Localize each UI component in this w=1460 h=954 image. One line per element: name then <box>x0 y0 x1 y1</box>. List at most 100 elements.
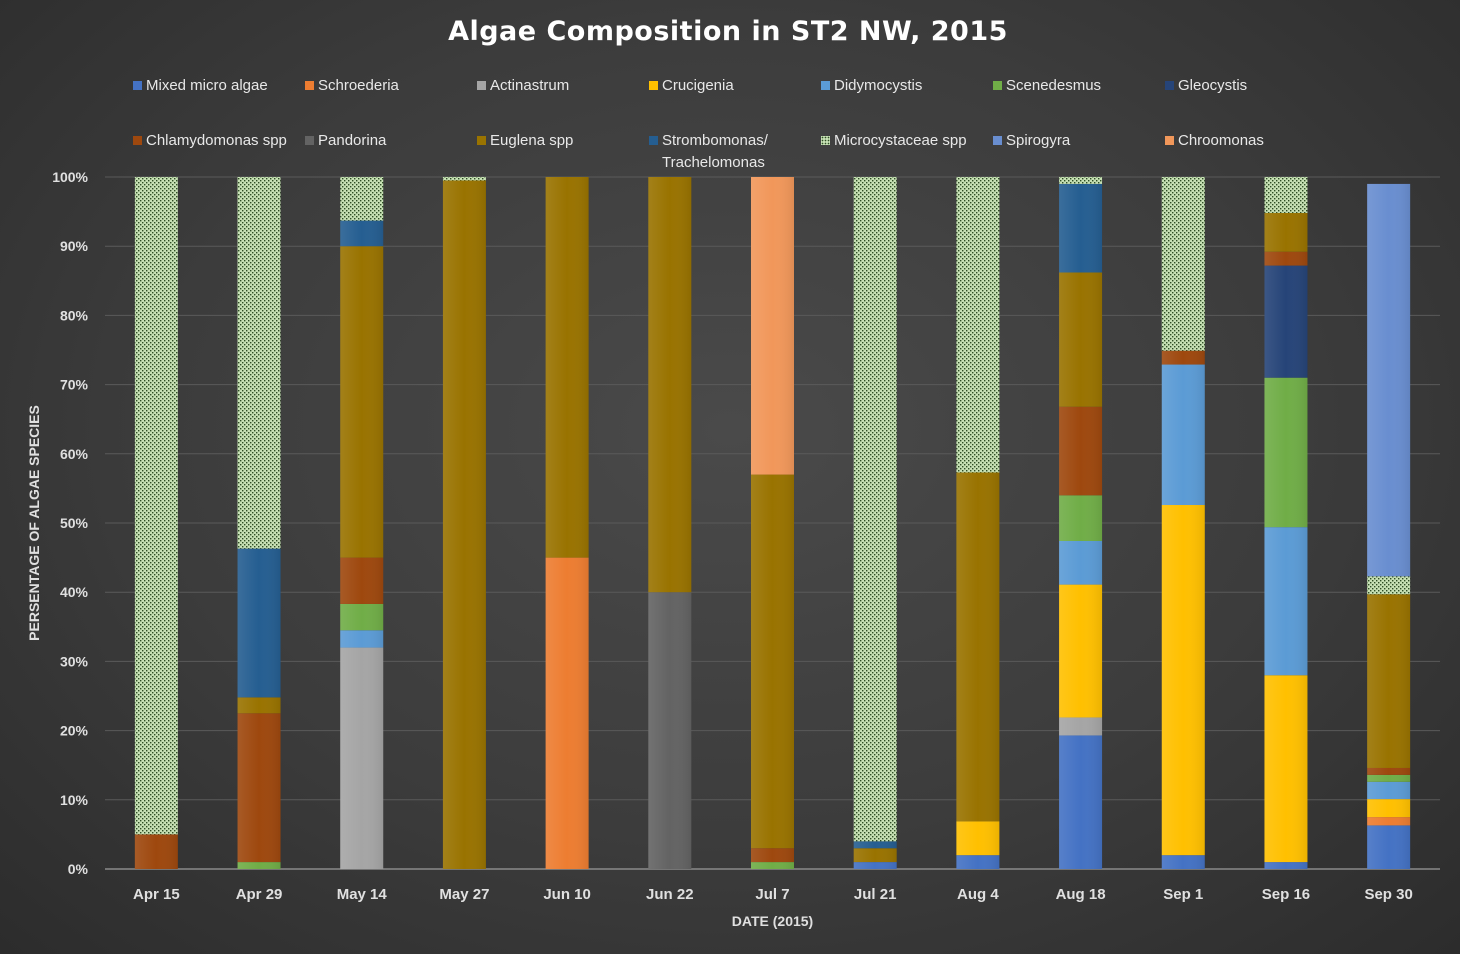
y-tick-label: 40% <box>60 584 89 600</box>
legend-label: Crucigenia <box>662 77 734 94</box>
bar-segment-shade <box>1367 781 1411 800</box>
bar-segment-shade <box>1264 527 1308 676</box>
x-tick-label: Jul 7 <box>755 886 789 903</box>
legend-label: Microcystaceae spp <box>834 132 967 149</box>
bar-segment-shade <box>1059 717 1103 736</box>
bar-segment <box>442 177 486 181</box>
y-tick-label: 80% <box>60 307 89 323</box>
x-tick-label: Jul 21 <box>854 886 897 903</box>
legend-swatch <box>477 81 486 90</box>
bar-segment-shade <box>1264 251 1308 266</box>
bar-segment <box>956 177 1000 473</box>
bar-segment-shade <box>751 474 794 849</box>
bar-segment-shade <box>340 647 384 869</box>
legend-swatch <box>1165 81 1174 90</box>
x-axis-title: DATE (2015) <box>732 913 813 929</box>
y-tick-label: 30% <box>60 653 89 669</box>
bar-segment <box>1161 177 1205 351</box>
legend-label: Euglena spp <box>490 132 574 149</box>
legend-swatch <box>649 136 658 145</box>
x-tick-label: Apr 29 <box>236 886 283 903</box>
bar-segment-shade <box>340 630 384 648</box>
bar-segment-shade <box>1264 675 1308 863</box>
bar-segment-shade <box>1059 406 1103 496</box>
y-tick-label: 60% <box>60 446 89 462</box>
bar-segment-shade <box>1059 540 1103 585</box>
bar-segment-shade <box>956 855 1000 869</box>
bar-segment-shade <box>1264 862 1308 869</box>
legend-swatch <box>133 81 142 90</box>
bar-segment-shade <box>1059 495 1103 541</box>
legend-swatch <box>305 136 314 145</box>
bar-segment-shade <box>751 177 794 475</box>
y-axis-title: PERSENTAGE OF ALGAE SPECIES <box>26 405 42 641</box>
bar-segment-shade <box>1059 735 1103 869</box>
legend-swatch <box>993 136 1002 145</box>
bar-segment-shade <box>1367 183 1411 577</box>
x-tick-label: Jun 10 <box>543 886 591 903</box>
legend-swatch <box>133 136 142 145</box>
x-tick-label: Aug 4 <box>957 886 999 903</box>
bar-segment-shade <box>340 603 384 631</box>
legend-label: Actinastrum <box>490 77 570 94</box>
y-tick-label: 10% <box>60 792 89 808</box>
bar-segment-shade <box>1367 825 1411 869</box>
legend-label: Pandorina <box>318 132 387 149</box>
bar-segment-shade <box>1059 584 1103 718</box>
bar-segment-shade <box>1367 774 1411 782</box>
bar-segment-shade <box>340 557 384 604</box>
bar-segment-shade <box>1367 594 1411 768</box>
bar-segment-shade <box>1161 350 1205 365</box>
bar-segment-shade <box>340 220 384 247</box>
bar-segment <box>1264 177 1308 213</box>
bar-segment-shade <box>1367 817 1411 826</box>
x-tick-label: Aug 18 <box>1056 886 1106 903</box>
x-tick-label: Jun 22 <box>646 886 694 903</box>
legend-label: Schroederia <box>318 77 399 94</box>
bar-segment-shade <box>1264 377 1308 528</box>
bar-segment <box>134 177 178 835</box>
bar-segment <box>1059 177 1103 184</box>
legend-swatch <box>993 81 1002 90</box>
x-tick-label: May 14 <box>337 886 388 903</box>
bar-segment-shade <box>751 848 794 863</box>
x-tick-label: Sep 30 <box>1364 886 1412 903</box>
y-tick-label: 100% <box>52 169 88 185</box>
legend-swatch <box>477 136 486 145</box>
bar-segment <box>853 177 897 842</box>
bar-segment-shade <box>956 821 1000 856</box>
bar-segment-shade <box>648 177 692 593</box>
legend: Mixed micro algae Schroederia Actinastrum C… <box>0 0 1460 175</box>
x-tick-label: Sep 1 <box>1163 886 1203 903</box>
bar-segment-shade <box>1161 364 1205 506</box>
bar-segment-shade <box>853 862 897 869</box>
bar-segment-shade <box>1367 767 1411 775</box>
legend-label: Didymocystis <box>834 77 923 94</box>
legend-label: Chroomonas <box>1178 132 1264 149</box>
legend-label: Scenedesmus <box>1006 77 1102 94</box>
legend-label: Strombomonas/ Trachelomonas <box>662 132 768 171</box>
y-tick-label: 90% <box>60 238 89 254</box>
bar-segment-shade <box>1367 799 1411 818</box>
bar-segment-shade <box>1264 212 1308 252</box>
x-tick-label: Apr 15 <box>133 886 180 903</box>
bar-segment-shade <box>1161 505 1205 856</box>
legend-label: Mixed micro algae <box>146 77 268 94</box>
bar-segment <box>340 177 384 221</box>
bar-segment <box>1367 576 1411 595</box>
bar-segment-shade <box>340 246 384 558</box>
bar-segment-shade <box>956 472 1000 822</box>
bar-segment-shade <box>1264 265 1308 378</box>
bar-segment-shade <box>1059 183 1103 273</box>
bar-segment-shade <box>545 557 589 869</box>
legend-swatch <box>821 136 830 145</box>
bar-segment-shade <box>853 841 897 849</box>
legend-swatch <box>305 81 314 90</box>
bar-segment-shade <box>442 180 486 869</box>
y-tick-label: 20% <box>60 723 89 739</box>
x-tick-label: May 27 <box>439 886 489 903</box>
bar-segment-shade <box>545 177 589 558</box>
bar-segment <box>237 177 281 549</box>
legend-swatch <box>1165 136 1174 145</box>
